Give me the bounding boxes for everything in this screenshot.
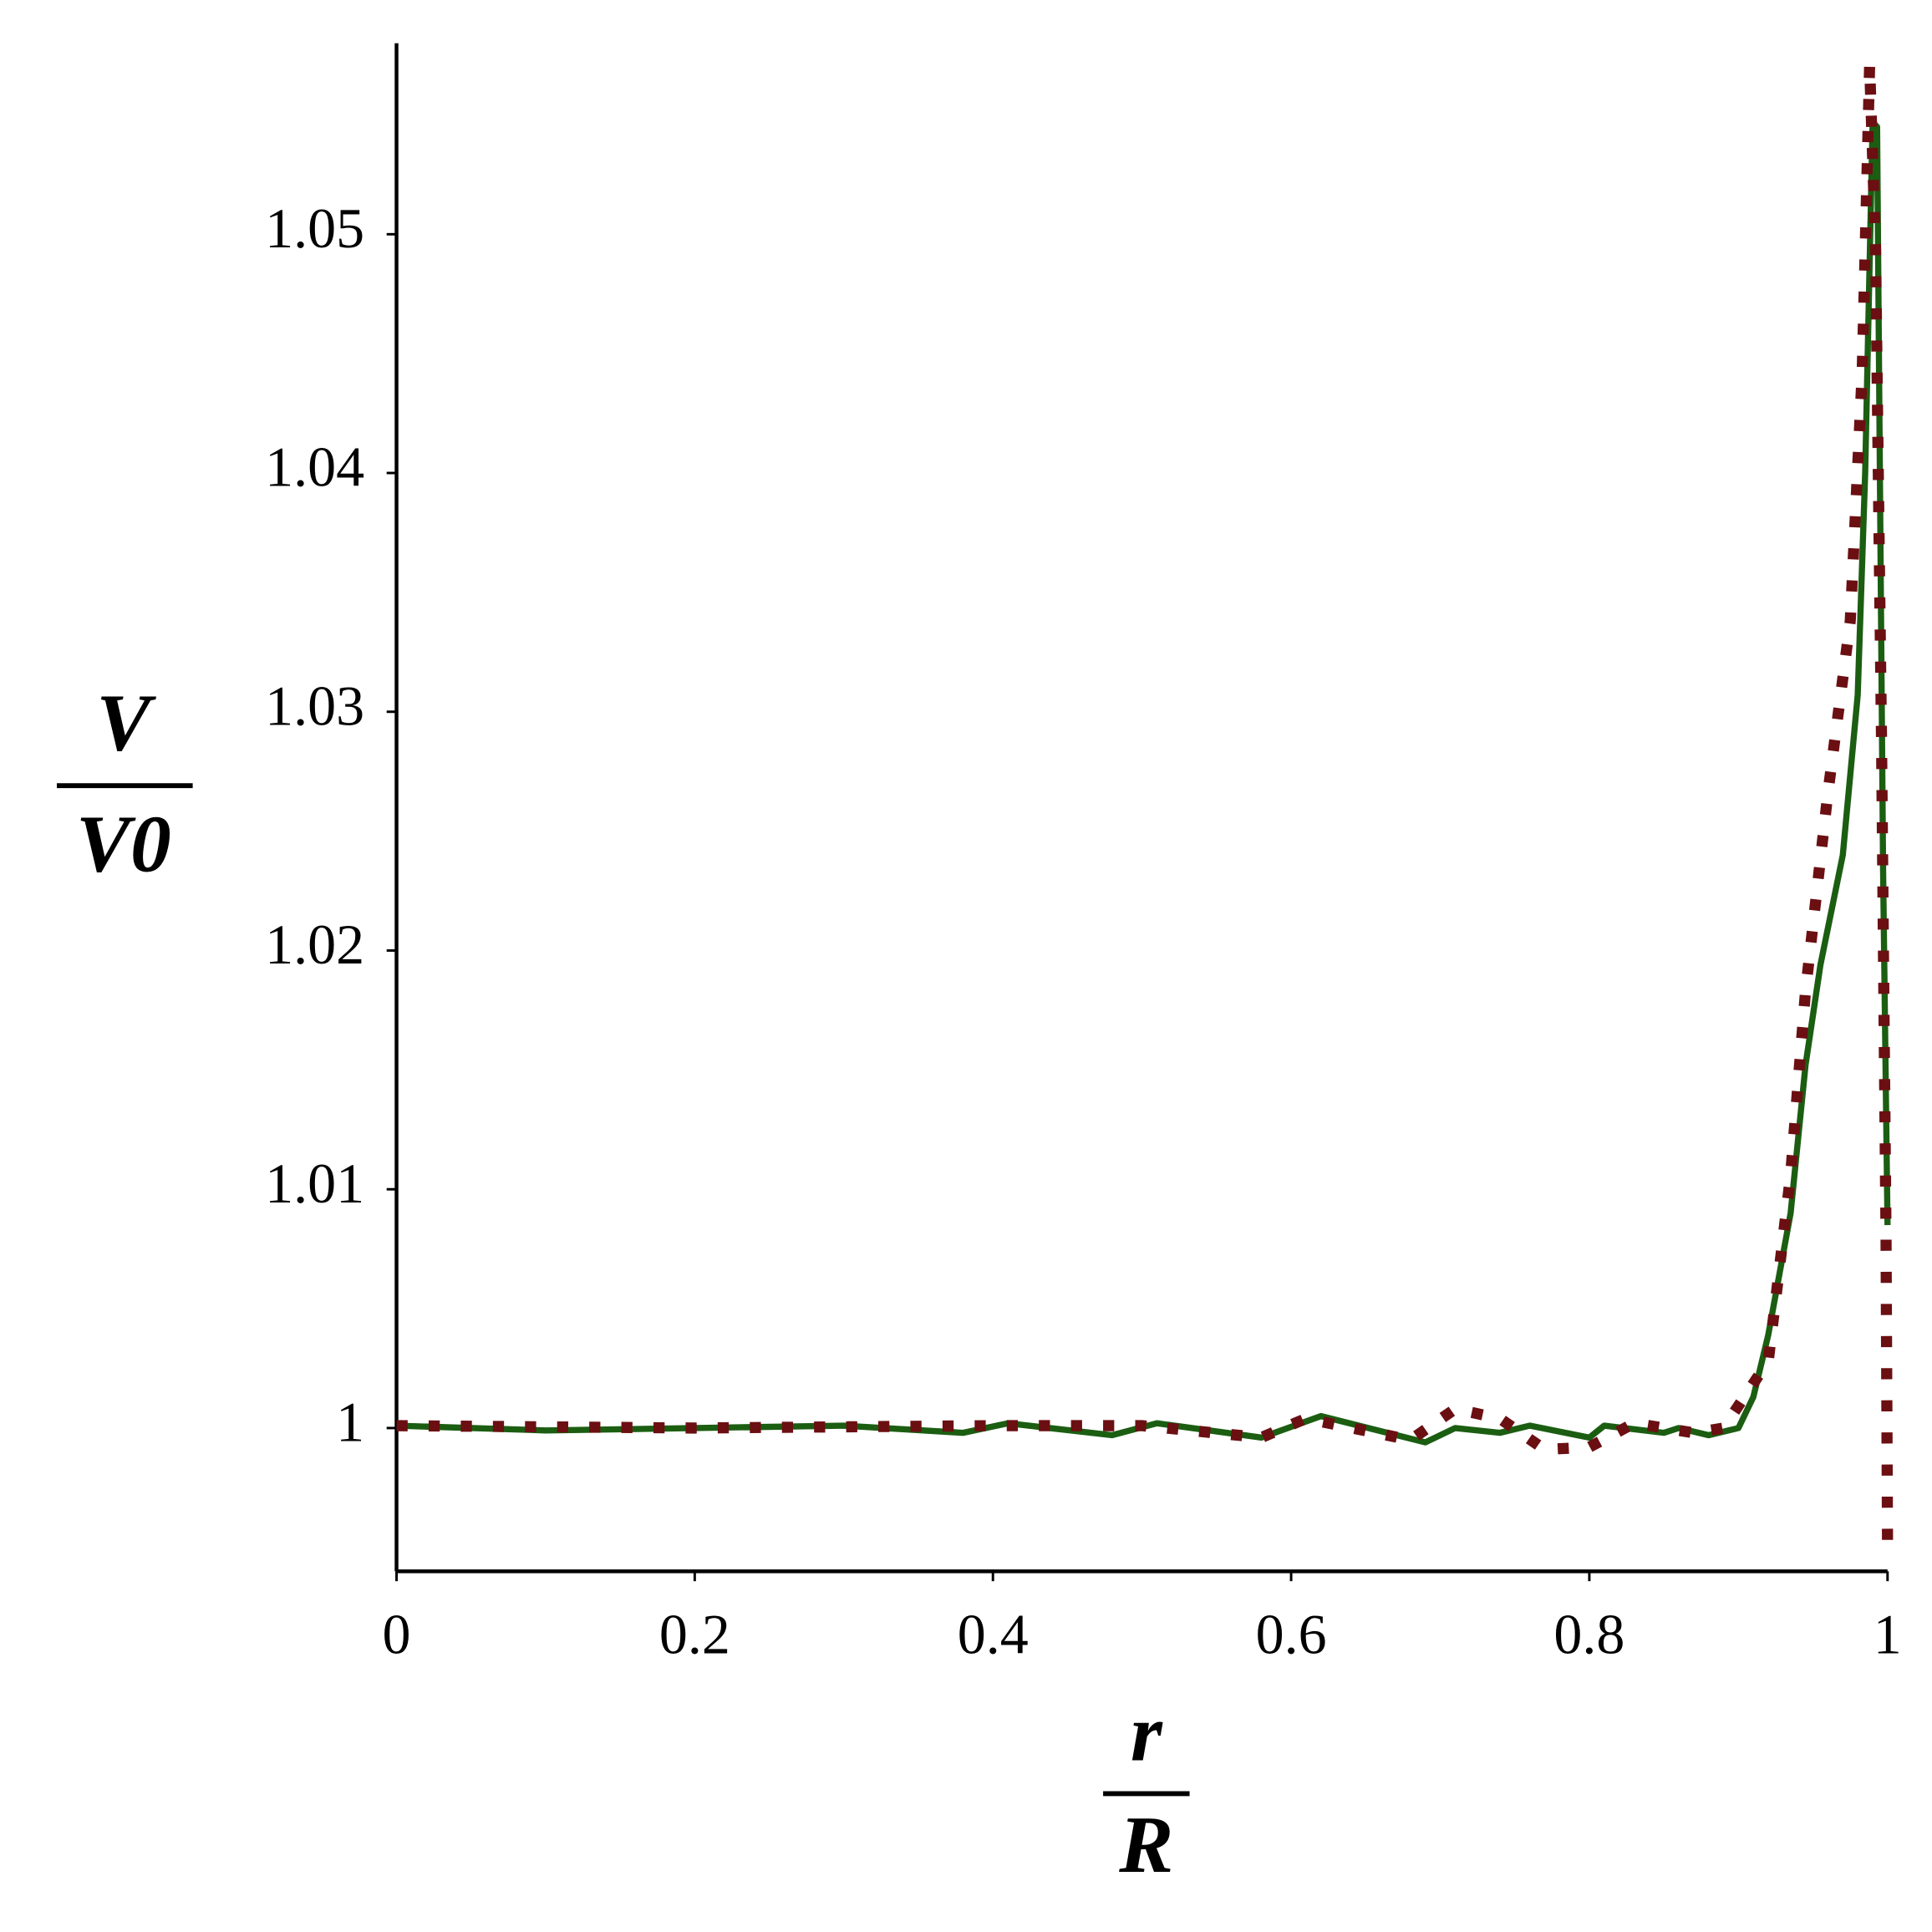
x-tick-label: 0.8 (1553, 1603, 1624, 1666)
x-tick-label: 1 (1874, 1603, 1902, 1666)
x-label-denominator: R (1118, 1800, 1173, 1890)
x-tick-label: 0.6 (1256, 1603, 1327, 1666)
y-tick-label: 1.03 (265, 674, 364, 737)
y-label-numerator: V (96, 679, 156, 769)
x-tick-label: 0 (383, 1603, 411, 1666)
y-label-denominator: V0 (76, 799, 171, 889)
x-label-numerator: r (1131, 1689, 1163, 1779)
x-tick-label: 0.4 (958, 1603, 1029, 1666)
x-tick-label: 0.2 (659, 1603, 730, 1666)
y-tick-label: 1 (336, 1391, 364, 1454)
series-line (396, 64, 1894, 1545)
y-tick-label: 1.01 (265, 1152, 364, 1215)
y-tick-label: 1.04 (265, 435, 364, 499)
series-line (396, 119, 1891, 1446)
y-tick-label: 1.05 (265, 196, 364, 260)
y-tick-label: 1.02 (265, 913, 364, 976)
